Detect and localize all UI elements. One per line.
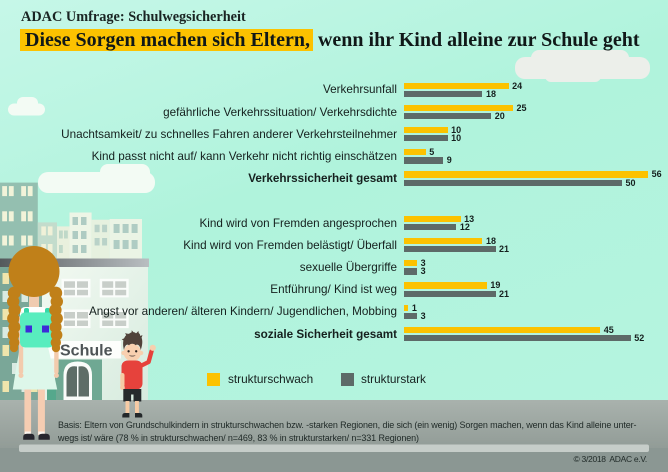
svg-text:Schule: Schule bbox=[60, 343, 113, 360]
